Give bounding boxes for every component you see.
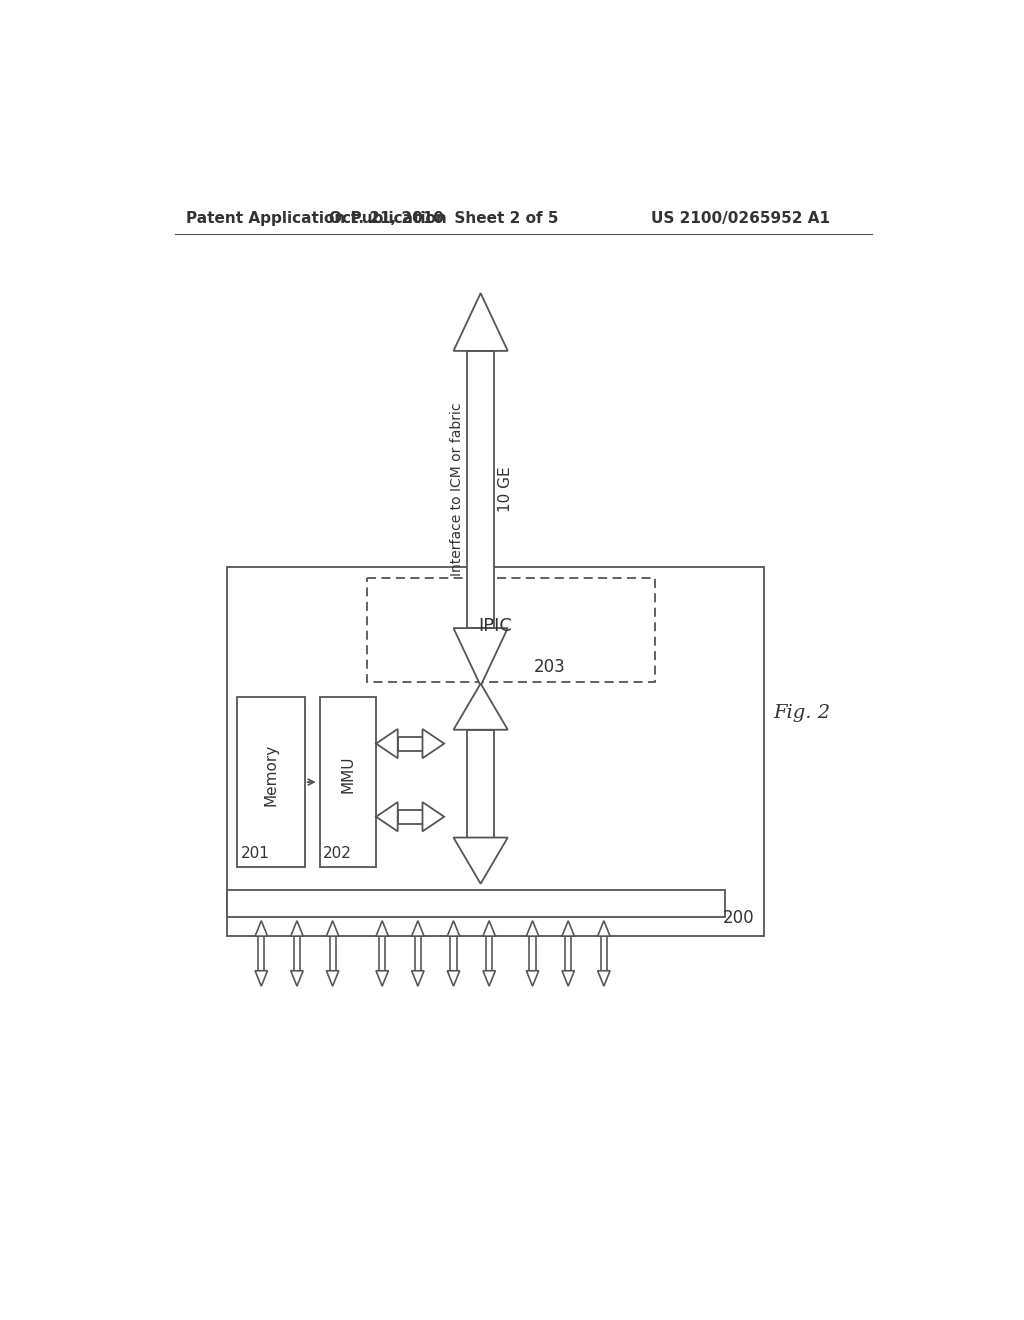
Polygon shape (526, 970, 539, 986)
Bar (367, 578, 655, 682)
Text: MMU: MMU (341, 755, 355, 793)
Polygon shape (255, 921, 267, 936)
Polygon shape (423, 729, 444, 758)
Polygon shape (294, 936, 300, 970)
Polygon shape (454, 684, 508, 730)
Polygon shape (529, 936, 536, 970)
Polygon shape (423, 803, 444, 832)
Polygon shape (291, 921, 303, 936)
Polygon shape (565, 936, 571, 970)
Text: IPIC: IPIC (478, 618, 512, 635)
Polygon shape (376, 921, 388, 936)
Text: Interface to ICM or fabric: Interface to ICM or fabric (450, 403, 464, 577)
Polygon shape (291, 970, 303, 986)
Text: 10 GE: 10 GE (498, 467, 513, 512)
Polygon shape (376, 729, 397, 758)
Polygon shape (255, 970, 267, 986)
Text: Patent Application Publication: Patent Application Publication (186, 211, 446, 226)
Polygon shape (601, 936, 607, 970)
Polygon shape (598, 921, 610, 936)
Polygon shape (412, 970, 424, 986)
Polygon shape (598, 970, 610, 986)
Polygon shape (454, 837, 508, 884)
Polygon shape (454, 293, 508, 351)
Text: Memory: Memory (263, 743, 279, 805)
Polygon shape (397, 737, 423, 751)
Polygon shape (483, 970, 496, 986)
Polygon shape (327, 970, 339, 986)
Polygon shape (447, 970, 460, 986)
Polygon shape (447, 921, 460, 936)
Text: US 2100/0265952 A1: US 2100/0265952 A1 (650, 211, 829, 226)
Polygon shape (562, 921, 574, 936)
Polygon shape (415, 936, 421, 970)
Text: 201: 201 (241, 846, 270, 861)
Text: Fig. 2: Fig. 2 (774, 704, 830, 722)
Bar (227, 890, 725, 917)
Text: 202: 202 (324, 846, 352, 861)
Bar (321, 697, 376, 867)
Polygon shape (454, 628, 508, 686)
Polygon shape (412, 921, 424, 936)
Polygon shape (330, 936, 336, 970)
Polygon shape (467, 730, 494, 837)
Polygon shape (379, 936, 385, 970)
Polygon shape (467, 351, 494, 628)
Polygon shape (397, 810, 423, 824)
Text: 200: 200 (723, 909, 755, 927)
Text: 203: 203 (534, 657, 565, 676)
Polygon shape (327, 921, 339, 936)
Bar (237, 697, 305, 867)
Polygon shape (486, 936, 493, 970)
Polygon shape (526, 921, 539, 936)
Polygon shape (483, 921, 496, 936)
Polygon shape (376, 970, 388, 986)
Polygon shape (376, 803, 397, 832)
Polygon shape (451, 936, 457, 970)
Bar (227, 566, 764, 936)
Polygon shape (258, 936, 264, 970)
Text: Oct. 21, 2010  Sheet 2 of 5: Oct. 21, 2010 Sheet 2 of 5 (330, 211, 559, 226)
Polygon shape (562, 970, 574, 986)
